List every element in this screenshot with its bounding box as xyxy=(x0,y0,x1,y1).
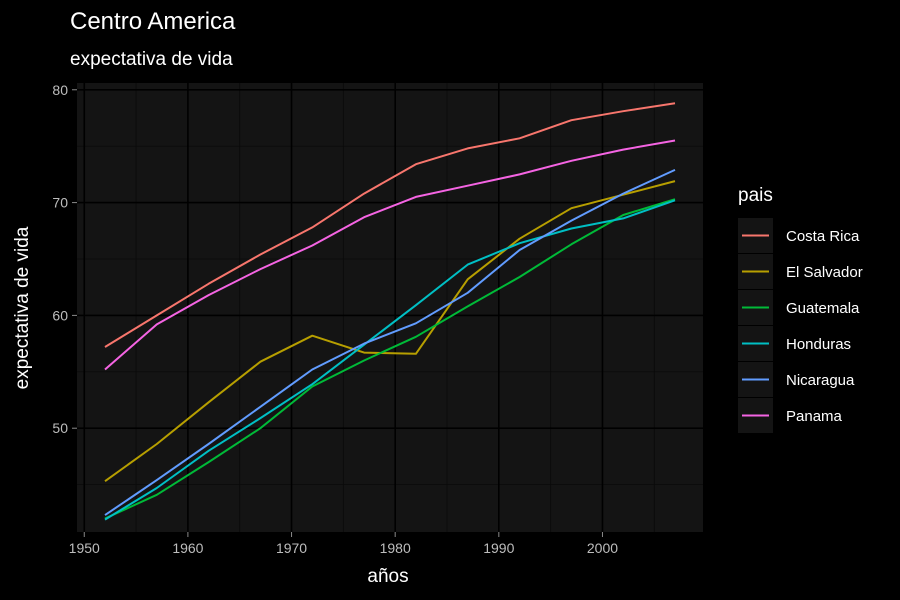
y-tick-label: 70 xyxy=(52,195,68,211)
legend-label-guatemala: Guatemala xyxy=(786,300,860,317)
series-lines xyxy=(104,102,676,521)
x-tick-label: 1960 xyxy=(172,540,203,556)
series-line-panama xyxy=(104,139,676,371)
series-line-guatemala xyxy=(104,198,676,520)
legend-title: pais xyxy=(738,185,773,206)
legend-label-costa-rica: Costa Rica xyxy=(786,228,860,245)
x-tick-label: 1970 xyxy=(276,540,307,556)
legend-label-honduras: Honduras xyxy=(786,336,851,353)
legend: pais Costa Rica El Salvador Guatemala Hondu… xyxy=(738,185,863,433)
plot-panel xyxy=(77,83,703,532)
axes: 1950 1960 1970 1980 1990 2000 50 60 70 80 xyxy=(52,82,618,556)
series-line-honduras xyxy=(104,199,676,521)
y-tick-label: 60 xyxy=(52,307,68,323)
x-tick-label: 2000 xyxy=(587,540,618,556)
legend-label-el-salvador: El Salvador xyxy=(786,264,863,281)
legend-label-panama: Panama xyxy=(786,408,843,425)
y-tick-label: 80 xyxy=(52,82,68,98)
y-tick-label: 50 xyxy=(52,420,68,436)
x-axis-title: años xyxy=(367,566,408,587)
x-tick-label: 1950 xyxy=(69,540,100,556)
x-tick-label: 1980 xyxy=(380,540,411,556)
chart-title: Centro America xyxy=(70,8,236,35)
series-line-costa-rica xyxy=(104,102,676,348)
y-axis-title: expectativa de vida xyxy=(12,226,33,389)
series-line-el-salvador xyxy=(104,180,676,483)
series-line-nicaragua xyxy=(104,168,676,516)
chart-subtitle: expectativa de vida xyxy=(70,49,233,70)
legend-label-nicaragua: Nicaragua xyxy=(786,372,855,389)
x-tick-label: 1990 xyxy=(483,540,514,556)
